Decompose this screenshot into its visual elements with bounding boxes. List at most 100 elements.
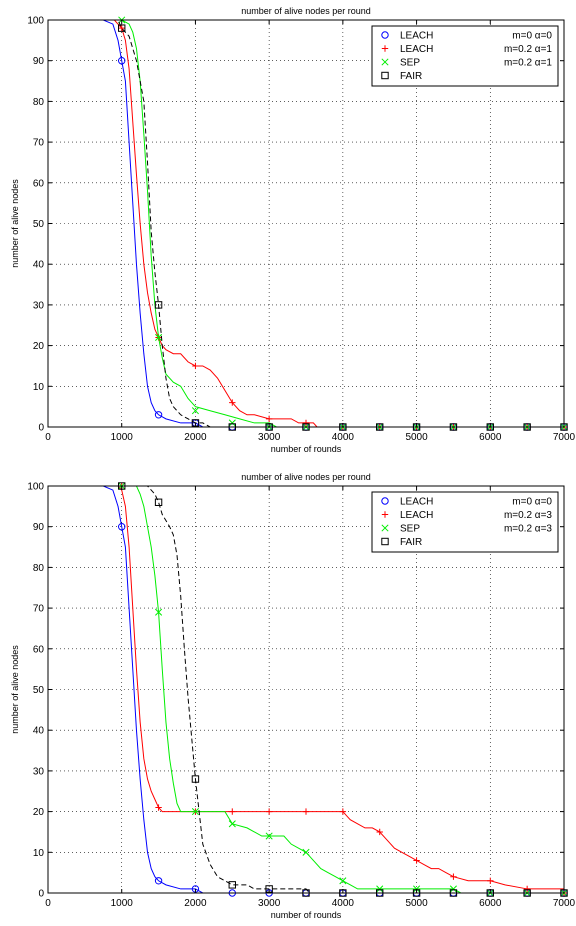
chart-1-series-2-marker-5 <box>265 415 273 423</box>
chart-2-xtick-label-0: 0 <box>45 898 51 909</box>
chart-1-legend-params-2: m=0.2 α=1 <box>504 44 552 55</box>
chart-1-legend-label-1: LEACH <box>400 31 433 42</box>
chart-1-xtick-label-1: 1000 <box>111 432 134 443</box>
chart-1-series-2-marker-3 <box>192 362 199 370</box>
chart-2-series-3-line <box>48 485 564 894</box>
chart-1-legend: LEACH m=0 α=0 LEACH m=0.2 α=1 SEP m=0.2 α=1 FA… <box>371 25 559 87</box>
chart-2-series-4-marker-4 <box>228 881 236 889</box>
chart-1-ytick-label-0: 0 <box>38 423 44 434</box>
chart-2-xtick-label-1: 1000 <box>111 898 134 909</box>
chart-1-series-3-marker-3 <box>191 407 199 415</box>
chart-2-series-2-marker-9 <box>413 857 420 864</box>
chart-1: 0 1000 2000 3000 4000 5000 6000 7000 0 10 20 30 40 50… <box>10 6 576 454</box>
chart-1-xtick-label-3: 3000 <box>258 432 281 443</box>
chart-1-series-3-marker-2 <box>155 333 163 342</box>
chart-2-legend-params-1: m=0 α=0 <box>512 497 552 508</box>
chart-1-xtick-label-4: 4000 <box>332 432 355 443</box>
chart-2-series-2-marker-10 <box>450 873 457 880</box>
chart-1-series-3-marker-4 <box>228 419 236 427</box>
chart-2-series-3-marker-5 <box>265 832 273 840</box>
chart-2-series-2-marker-12 <box>523 885 531 893</box>
chart-2-legend-marker-1 <box>381 497 389 505</box>
chart-2-legend-label-4: FAIR <box>400 537 422 548</box>
chart-2-xlabel: number of rounds <box>271 910 342 920</box>
chart-2-ytick-label-2: 20 <box>33 807 45 818</box>
chart-2-xtick-label-2: 2000 <box>184 898 207 909</box>
chart-2-series-2-marker-8 <box>376 828 383 836</box>
chart-1-series-3-line <box>48 19 564 428</box>
chart-1-series-4-line <box>48 19 564 428</box>
chart-1-series-1-line <box>48 19 564 428</box>
chart-1-legend-marker-4 <box>381 71 389 80</box>
chart-1-legend-marker-1 <box>381 31 389 39</box>
chart-2-series-4-marker-2 <box>154 498 163 506</box>
chart-2-series-2-line <box>48 485 564 890</box>
chart-2-series-2-marker-2 <box>155 804 162 811</box>
chart-1-series-2-marker-1 <box>118 24 125 32</box>
chart-1-legend-box <box>371 25 559 87</box>
chart-2-legend-label-2: LEACH <box>400 510 433 521</box>
chart-2-xtick-label-7: 7000 <box>553 898 576 909</box>
chart-1-xtick-label-0: 0 <box>45 432 51 443</box>
chart-2-ytick-label-9: 90 <box>33 522 45 533</box>
chart-1-ytick-label-4: 40 <box>33 260 45 271</box>
chart-2-title: number of alive nodes per round <box>241 472 371 482</box>
chart-2-legend-marker-2 <box>381 511 389 518</box>
chart-1-xtick-label-5: 5000 <box>405 432 428 443</box>
chart-2-ylabel: number of alive nodes <box>10 645 20 734</box>
chart-2-xtick-label-3: 3000 <box>258 898 281 909</box>
chart-1-xtick-label-6: 6000 <box>479 432 502 443</box>
chart-1-ytick-label-1: 10 <box>33 382 45 393</box>
chart-2-series-3-marker-2 <box>155 608 163 616</box>
chart-2-series-3-marker-8 <box>376 885 384 893</box>
chart-1-legend-label-3: SEP <box>400 58 420 69</box>
chart-1-ytick-label-5: 50 <box>33 219 45 230</box>
chart-2: 0 1000 2000 3000 4000 5000 6000 7000 0 10 20 30 40 50… <box>10 472 576 920</box>
chart-2-series-2-marker-7 <box>339 808 347 815</box>
chart-1-title: number of alive nodes per round <box>241 6 371 16</box>
chart-2-xtick-label-4: 4000 <box>332 898 355 909</box>
chart-2-ytick-label-8: 80 <box>33 563 45 574</box>
chart-1-xtick-label-2: 2000 <box>184 432 207 443</box>
chart-1-legend-marker-3 <box>381 58 389 66</box>
chart-2-legend-label-1: LEACH <box>400 497 433 508</box>
chart-1-legend-params-1: m=0 α=0 <box>512 31 552 42</box>
chart-1-xtick-label-7: 7000 <box>553 432 576 443</box>
chart-1-ytick-label-6: 60 <box>33 178 45 189</box>
chart-2-series-3-marker-4 <box>228 820 236 828</box>
chart-1-xlabel: number of rounds <box>271 444 342 454</box>
chart-2-ytick-label-4: 40 <box>33 726 45 737</box>
chart-1-legend-label-2: LEACH <box>400 44 433 55</box>
chart-1-ytick-label-3: 30 <box>33 300 45 311</box>
chart-1-series-2-line <box>48 19 564 428</box>
chart-2-ytick-label-0: 0 <box>38 889 44 900</box>
chart-2-ytick-label-6: 60 <box>33 644 45 655</box>
chart-2-series-1-marker-1 <box>118 523 126 531</box>
chart-1-ytick-label-9: 90 <box>33 56 45 67</box>
chart-2-xtick-label-6: 6000 <box>479 898 502 909</box>
chart-1-ytick-label-8: 80 <box>33 97 45 108</box>
chart-2-legend-marker-4 <box>381 537 389 546</box>
chart-1-series-2-marker-4 <box>229 399 236 406</box>
chart-2-series-3-marker-9 <box>413 885 421 893</box>
chart-2-series-4-marker-3 <box>191 775 200 783</box>
chart-2-series-4-line <box>48 485 564 894</box>
chart-1-ytick-label-2: 20 <box>33 341 45 352</box>
chart-2-ytick-label-7: 70 <box>33 604 45 615</box>
chart-2-series-1-marker-2 <box>154 877 163 885</box>
chart-2-series-3 <box>48 482 568 897</box>
chart-2-legend-params-3: m=0.2 α=3 <box>504 524 552 535</box>
chart-1-ytick-label-10: 100 <box>27 16 44 27</box>
chart-2-legend-label-3: SEP <box>400 524 420 535</box>
chart-1-series-1-marker-1 <box>118 57 126 65</box>
chart-2-series-3-marker-7 <box>339 877 347 885</box>
chart-2-legend: LEACH m=0 α=0 LEACH m=0.2 α=3 SEP m=0.2 α=3 FA… <box>371 491 559 553</box>
chart-2-series-3-marker-3 <box>191 808 199 816</box>
chart-1-legend-label-4: FAIR <box>400 71 422 82</box>
chart-2-ytick-label-1: 10 <box>33 848 45 859</box>
chart-1-ytick-label-7: 70 <box>33 138 45 149</box>
chart-2-series-2-marker-6 <box>302 808 310 815</box>
chart-1-series-4-marker-2 <box>154 301 163 309</box>
chart-2-series-2-marker-5 <box>265 808 273 815</box>
chart-1-legend-marker-2 <box>381 45 389 52</box>
